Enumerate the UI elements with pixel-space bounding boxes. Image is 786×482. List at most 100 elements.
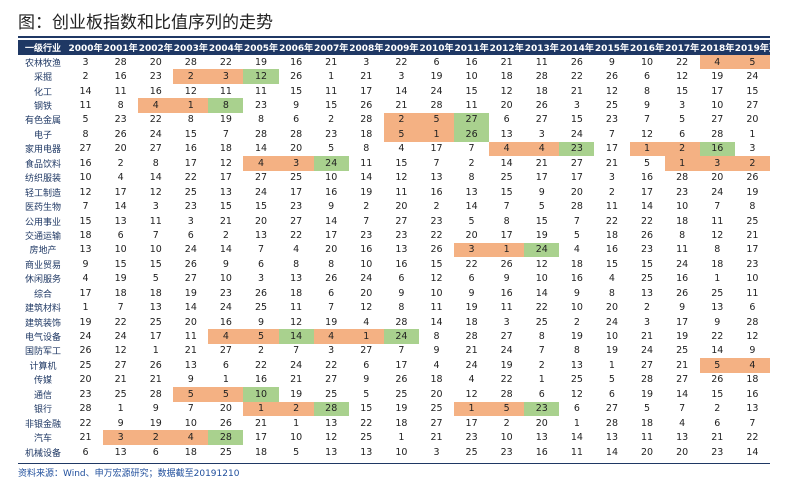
rank-cell: 15 — [430, 258, 443, 270]
rank-cell: 25 — [535, 316, 548, 328]
rank-cell: 23 — [254, 100, 268, 112]
rank-cell: 22 — [746, 432, 759, 444]
table-row: 建筑装饰 19 22 25 20 16 9 12 19 4 28 14 18 3 25 2 24 3 17 9 28 — [18, 315, 770, 329]
rank-cell: 17 — [360, 85, 373, 97]
rank-cell: 21 — [500, 56, 513, 68]
rank-cell: 20 — [254, 215, 268, 227]
rank-cell: 8 — [257, 114, 265, 126]
rank-cell: 12 — [79, 186, 92, 198]
rank-cell: 2 — [538, 359, 545, 371]
rank-cell: 11 — [465, 100, 478, 112]
rank-cell: 8 — [398, 302, 405, 314]
rank-cell: 7 — [468, 143, 475, 155]
rank-cell: 11 — [500, 302, 513, 314]
rank-cell: 4 — [524, 141, 560, 157]
rank-cell: 19 — [711, 71, 724, 83]
rank-cell: 22 — [641, 215, 654, 227]
rank-cell: 19 — [500, 359, 513, 371]
rank-cell: 1 — [173, 98, 209, 113]
rank-cell: 22 — [465, 258, 478, 270]
rank-cell: 13 — [746, 403, 759, 415]
rank-cell: 1 — [82, 302, 89, 314]
rank-cell: 28 — [395, 316, 408, 328]
rank-cell: 21 — [746, 229, 759, 241]
rank-cell: 15 — [500, 186, 513, 198]
rank-cell: 20 — [430, 388, 443, 400]
rank-cell: 2 — [503, 417, 510, 429]
rank-cell: 2 — [573, 316, 580, 328]
rank-cell: 17 — [676, 316, 689, 328]
column-header: 2009年 — [383, 40, 419, 55]
rank-cell: 27 — [290, 215, 303, 227]
rank-cell: 22 — [254, 359, 268, 371]
rank-cell: 17 — [746, 244, 759, 256]
rank-cell: 25 — [570, 374, 583, 386]
rank-cell: 10 — [114, 244, 127, 256]
rank-cell: 17 — [570, 172, 583, 184]
rank-cell: 8 — [503, 215, 510, 227]
column-header: 2004年 — [208, 40, 244, 55]
rank-cell: 12 — [430, 273, 443, 285]
rank-cell: 25 — [500, 172, 513, 184]
rank-cell: 3 — [82, 56, 89, 68]
column-header: 2011年 — [454, 40, 490, 55]
rank-cell: 3 — [454, 242, 490, 258]
rank-cell: 17 — [184, 157, 197, 169]
rank-cell: 13 — [149, 302, 162, 314]
rank-cell: 7 — [573, 215, 580, 227]
industry-name: 非银金融 — [24, 419, 61, 430]
rank-cell: 8 — [608, 287, 615, 299]
rank-cell: 7 — [644, 114, 651, 126]
rank-cell: 6 — [468, 273, 475, 285]
table-row: 国防军工 26 12 1 21 27 2 7 3 27 7 9 21 24 7 8 19 24 25 14 9 — [18, 344, 770, 358]
industry-name: 交通运输 — [24, 231, 61, 242]
rank-cell: 5 — [82, 114, 89, 126]
rank-cell: 15 — [254, 201, 268, 213]
rank-cell: 5 — [644, 157, 651, 169]
rank-cell: 26 — [605, 71, 618, 83]
rank-cell: 8 — [363, 143, 370, 155]
rank-cell: 16 — [535, 446, 548, 458]
rank-cell: 8 — [208, 98, 244, 113]
rank-cell: 9 — [117, 417, 124, 429]
title: 图：创业板指数和比值序列的走势 — [18, 13, 273, 33]
rank-cell: 21 — [465, 345, 478, 357]
rank-cell: 11 — [535, 56, 548, 68]
rank-cell: 11 — [184, 331, 197, 343]
rank-cell: 3 — [503, 316, 510, 328]
rank-cell: 4 — [208, 329, 244, 344]
table-row: 公用事业 15 13 11 3 21 20 27 14 7 27 23 5 8 15 7 22 22 18 11 25 — [18, 214, 770, 228]
rank-cell: 12 — [360, 302, 373, 314]
rank-cell: 14 — [430, 316, 443, 328]
rank-cell: 15 — [641, 258, 654, 270]
rank-cell: 2 — [138, 430, 174, 445]
rank-cell: 9 — [749, 345, 756, 357]
table: 一级行业 2000年 2001年 2002年 2003年 2004年 2005年 2006年 2… — [18, 40, 770, 459]
rank-cell: 17 — [325, 229, 338, 241]
rank-cell: 12 — [676, 71, 689, 83]
rank-cell: 4 — [679, 417, 686, 429]
column-header: 2006年 — [278, 40, 314, 55]
rank-cell: 3 — [187, 215, 194, 227]
column-header: 2005年 — [243, 40, 279, 55]
rank-cell: 25 — [395, 388, 408, 400]
rank-cell: 8 — [82, 128, 89, 140]
rank-cell: 27 — [149, 143, 162, 155]
column-header: 2013年 — [524, 40, 560, 55]
rank-cell: 12 — [570, 388, 583, 400]
rank-cell: 4 — [699, 55, 735, 70]
rank-cell: 7 — [293, 345, 300, 357]
rank-cell: 26 — [454, 127, 490, 142]
industry-name: 建筑装饰 — [24, 318, 61, 329]
table-row: 通信 23 25 28 5 5 10 19 25 5 25 20 12 28 6 12 6 19 14 15 16 — [18, 387, 770, 402]
column-header: 2008年 — [348, 40, 384, 55]
rank-cell: 26 — [254, 287, 268, 299]
rank-cell: 19 — [746, 186, 759, 198]
rank-cell: 18 — [219, 143, 232, 155]
rank-cell: 5 — [644, 403, 651, 415]
column-header: 2002年 — [138, 40, 174, 55]
rank-cell: 10 — [746, 273, 759, 285]
rank-cell: 12 — [325, 432, 338, 444]
table-row: 交通运输 18 6 7 6 2 13 22 17 23 23 22 20 17 19 5 18 26 8 12 21 — [18, 228, 770, 242]
rank-cell: 11 — [430, 302, 443, 314]
